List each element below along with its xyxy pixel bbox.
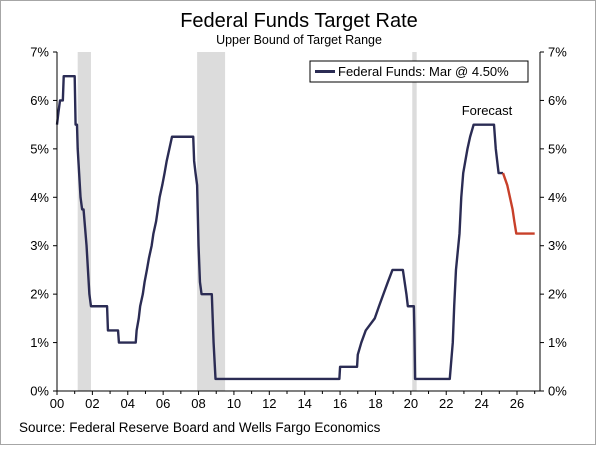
x-tick-label-11: 22: [439, 396, 453, 411]
x-tick-label-1: 02: [85, 396, 99, 411]
x-tick-label-10: 20: [404, 396, 418, 411]
source-note: Source: Federal Reserve Board and Wells …: [19, 420, 381, 435]
y-tick-label-left-1: 1%: [30, 335, 49, 350]
y-tick-label-left-2: 2%: [30, 287, 49, 302]
y-tick-label-right-7: 7%: [548, 45, 567, 60]
x-tick-label-4: 08: [191, 396, 205, 411]
recession-band-1: [197, 52, 226, 391]
axes: [53, 51, 544, 395]
chart-title: Federal Funds Target Rate: [180, 10, 418, 32]
x-tick-label-9: 18: [368, 396, 382, 411]
x-tick-label-12: 24: [474, 396, 488, 411]
y-tick-label-left-0: 0%: [30, 384, 49, 399]
forecast-annotation: Forecast: [462, 103, 513, 118]
x-tick-label-3: 06: [156, 396, 170, 411]
legend: Federal Funds: Mar @ 4.50%: [309, 60, 529, 83]
recession-bands: [77, 52, 417, 391]
tick-labels: 0% 0% 1% 1% 2% 2% 3% 3% 4% 4% 5% 5% 6% 6% 7% 7% 00 02 04 06…: [30, 45, 567, 412]
y-tick-label-left-3: 3%: [30, 238, 49, 253]
y-tick-label-right-5: 5%: [548, 141, 567, 156]
x-tick-label-8: 16: [333, 396, 347, 411]
x-tick-label-2: 04: [121, 396, 135, 411]
y-tick-label-right-4: 4%: [548, 190, 567, 205]
y-tick-label-left-6: 6%: [30, 93, 49, 108]
y-tick-label-right-2: 2%: [548, 287, 567, 302]
x-tick-label-0: 00: [50, 396, 64, 411]
chart-subtitle: Upper Bound of Target Range: [216, 33, 382, 47]
x-tick-label-13: 26: [510, 396, 524, 411]
legend-label: Federal Funds: Mar @ 4.50%: [338, 64, 509, 79]
y-tick-label-left-7: 7%: [30, 45, 49, 60]
series-lines: [55, 75, 535, 381]
y-tick-label-right-6: 6%: [548, 93, 567, 108]
series-line-federal-funds: [55, 75, 504, 381]
x-tick-label-6: 12: [262, 396, 276, 411]
legend-box: [309, 60, 529, 83]
y-tick-label-right-3: 3%: [548, 238, 567, 253]
y-tick-label-right-0: 0%: [548, 384, 567, 399]
series-line-forecast: [501, 172, 535, 235]
x-tick-label-5: 10: [227, 396, 241, 411]
recession-band-2: [412, 52, 417, 391]
y-tick-label-left-5: 5%: [30, 141, 49, 156]
x-tick-label-7: 14: [297, 396, 311, 411]
y-tick-label-right-1: 1%: [548, 335, 567, 350]
y-tick-label-left-4: 4%: [30, 190, 49, 205]
